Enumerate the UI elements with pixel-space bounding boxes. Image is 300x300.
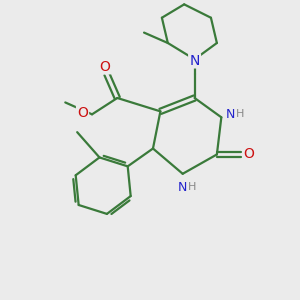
Text: H: H — [187, 182, 196, 192]
Text: O: O — [77, 106, 88, 120]
Text: H: H — [236, 109, 244, 119]
Text: N: N — [178, 181, 188, 194]
Text: H: H — [235, 109, 244, 119]
Text: O: O — [99, 60, 110, 74]
Text: N: N — [178, 181, 188, 194]
Text: N: N — [189, 54, 200, 68]
Text: O: O — [76, 106, 88, 120]
Text: N: N — [226, 108, 236, 121]
Text: O: O — [243, 148, 255, 161]
Text: N: N — [226, 108, 236, 121]
Text: O: O — [99, 60, 110, 74]
Text: O: O — [244, 148, 254, 161]
Text: H: H — [188, 182, 196, 192]
Text: N: N — [189, 54, 200, 68]
